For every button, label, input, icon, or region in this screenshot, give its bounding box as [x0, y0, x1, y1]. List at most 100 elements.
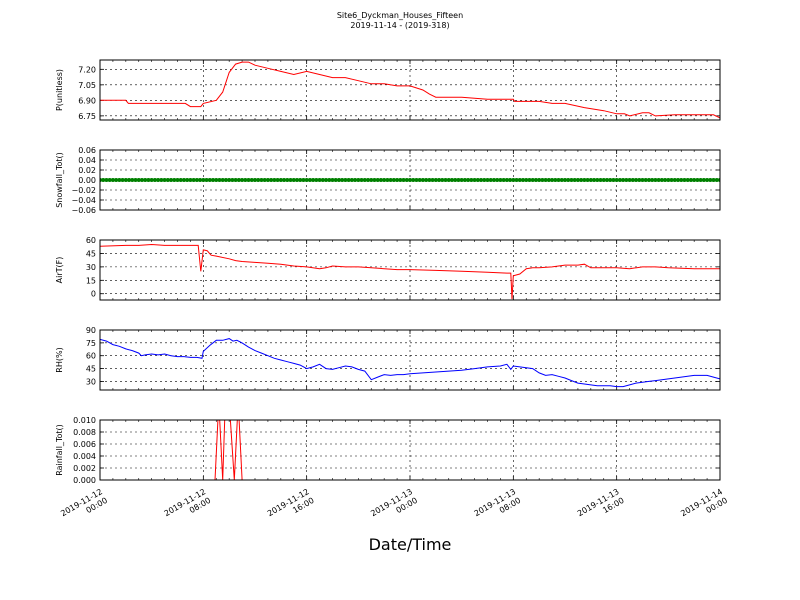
data-point: [211, 178, 216, 182]
data-point: [223, 178, 228, 182]
data-point: [692, 178, 697, 182]
data-point: [621, 178, 626, 182]
data-point: [369, 178, 374, 182]
data-point: [504, 178, 509, 182]
data-point: [220, 178, 225, 182]
data-point: [608, 178, 613, 182]
data-point: [127, 178, 132, 182]
data-point: [437, 178, 442, 182]
data-point: [714, 178, 719, 182]
data-point: [598, 178, 603, 182]
y-tick-label: 45: [86, 365, 96, 374]
axes-frame: [99, 239, 721, 301]
axes-frame: [99, 59, 721, 121]
data-point: [411, 178, 416, 182]
y-tick-label: 90: [86, 326, 96, 335]
data-point: [485, 178, 490, 182]
data-point: [546, 178, 551, 182]
data-point: [592, 178, 597, 182]
data-point: [424, 178, 429, 182]
data-point: [569, 178, 574, 182]
data-point: [201, 178, 206, 182]
data-point: [501, 178, 506, 182]
data-point: [533, 178, 538, 182]
data-point: [630, 178, 635, 182]
y-tick-label: 7.20: [78, 65, 96, 74]
data-point: [617, 178, 622, 182]
data-point: [243, 178, 248, 182]
data-point: [449, 178, 454, 182]
data-point: [627, 178, 632, 182]
data-point: [294, 178, 299, 182]
data-point: [537, 178, 542, 182]
data-point: [327, 178, 332, 182]
data-point: [198, 178, 203, 182]
data-point: [685, 178, 690, 182]
data-point: [288, 178, 293, 182]
data-point: [298, 178, 303, 182]
data-point: [430, 178, 435, 182]
y-tick-label: 60: [86, 236, 96, 245]
data-point: [185, 178, 190, 182]
data-point: [588, 178, 593, 182]
data-point: [391, 178, 396, 182]
data-point: [614, 178, 619, 182]
y-axis-label: RH(%): [55, 347, 64, 372]
data-point: [521, 178, 526, 182]
data-point: [646, 178, 651, 182]
data-point: [330, 178, 335, 182]
data-point: [307, 178, 312, 182]
y-tick-label: 45: [86, 249, 96, 258]
y-axis-label: Snowfall_Tot(): [55, 152, 64, 208]
data-point: [488, 178, 493, 182]
y-tick-label: 0.000: [73, 476, 96, 485]
data-point: [385, 178, 390, 182]
data-point: [433, 178, 438, 182]
y-tick-label: 30: [86, 377, 96, 386]
data-point: [343, 178, 348, 182]
data-point: [110, 178, 115, 182]
data-point: [530, 178, 535, 182]
x-axis-label: Date/Time: [368, 535, 452, 554]
axes-frame: [99, 419, 721, 481]
data-point: [498, 178, 503, 182]
data-point: [291, 178, 296, 182]
data-point: [349, 178, 354, 182]
data-point: [346, 178, 351, 182]
data-point: [527, 178, 532, 182]
data-point: [543, 178, 548, 182]
data-point: [575, 178, 580, 182]
data-point: [653, 178, 658, 182]
data-point: [169, 178, 174, 182]
data-point: [420, 178, 425, 182]
y-tick-label: 7.05: [78, 81, 96, 90]
data-point: [359, 178, 364, 182]
data-point: [304, 178, 309, 182]
data-point: [553, 178, 558, 182]
y-tick-label: 0.04: [78, 156, 96, 165]
data-point: [278, 178, 283, 182]
data-point: [701, 178, 706, 182]
data-point: [253, 178, 257, 182]
data-point: [650, 178, 655, 182]
y-tick-label: 0: [91, 290, 96, 299]
data-point: [446, 178, 451, 182]
data-point: [466, 178, 471, 182]
data-point: [256, 178, 261, 182]
series-line: [100, 243, 720, 300]
y-tick-label: 0.06: [78, 146, 96, 155]
y-tick-label: 6.75: [78, 112, 96, 121]
data-point: [604, 178, 609, 182]
data-point: [695, 178, 700, 182]
data-point: [133, 178, 138, 182]
data-point: [440, 178, 445, 182]
data-point: [656, 178, 661, 182]
data-point: [233, 178, 238, 182]
data-point: [107, 178, 112, 182]
data-point: [340, 178, 345, 182]
data-point: [401, 178, 406, 182]
